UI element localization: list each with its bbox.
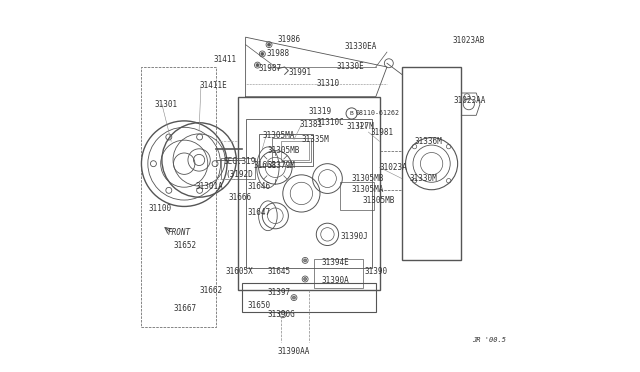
Text: 31023AA: 31023AA — [454, 96, 486, 105]
Text: 31330E: 31330E — [337, 62, 365, 71]
Bar — [271, 138, 310, 162]
Text: 31988: 31988 — [266, 49, 289, 58]
Text: 31666: 31666 — [229, 193, 252, 202]
Bar — [259, 134, 312, 166]
Text: 31305MB: 31305MB — [268, 146, 300, 155]
Text: 31305MA: 31305MA — [351, 185, 384, 194]
Text: 31310: 31310 — [316, 79, 339, 88]
Text: 31023A: 31023A — [380, 163, 407, 172]
Bar — [238, 97, 380, 290]
Text: 31646: 31646 — [248, 182, 271, 190]
Circle shape — [303, 278, 307, 280]
Bar — [340, 182, 374, 210]
Bar — [281, 141, 309, 160]
Text: 31647: 31647 — [248, 208, 271, 217]
Text: 31305MA: 31305MA — [262, 131, 294, 140]
Circle shape — [256, 64, 259, 67]
Text: 31381: 31381 — [300, 120, 323, 129]
Circle shape — [268, 43, 271, 46]
Bar — [242, 283, 376, 312]
Text: 31390A: 31390A — [322, 276, 349, 285]
Text: 31390: 31390 — [365, 267, 388, 276]
Text: B: B — [349, 111, 353, 116]
Text: (1): (1) — [355, 121, 368, 128]
Text: 31662: 31662 — [199, 286, 222, 295]
Bar — [314, 259, 363, 288]
Bar — [221, 158, 255, 179]
Text: 31667: 31667 — [173, 304, 196, 313]
Text: 31023AB: 31023AB — [452, 36, 484, 45]
Circle shape — [292, 296, 296, 299]
Text: 31310C: 31310C — [316, 118, 344, 127]
Bar — [402, 67, 461, 260]
Text: SEC.319: SEC.319 — [223, 157, 255, 166]
Text: 31397: 31397 — [268, 288, 291, 296]
Text: JR '00.5: JR '00.5 — [472, 337, 506, 343]
Text: 31991: 31991 — [289, 68, 312, 77]
Text: 31390G: 31390G — [268, 310, 296, 319]
Text: 31301: 31301 — [154, 100, 177, 109]
Text: (3192D: (3192D — [225, 170, 253, 179]
Text: 08110-61262: 08110-61262 — [355, 110, 399, 116]
Text: 31336M: 31336M — [415, 137, 443, 146]
Bar — [246, 119, 372, 268]
Text: 31981: 31981 — [370, 128, 394, 137]
Text: 31330M: 31330M — [410, 174, 437, 183]
Text: 31330EA: 31330EA — [344, 42, 376, 51]
Circle shape — [261, 52, 264, 55]
Text: 31100: 31100 — [148, 204, 172, 213]
Text: 31645: 31645 — [268, 267, 291, 276]
Text: 31319: 31319 — [308, 107, 332, 116]
Text: 31327M: 31327M — [346, 122, 374, 131]
Text: 31668: 31668 — [254, 161, 277, 170]
Text: FRONT: FRONT — [168, 228, 191, 237]
Text: 31986: 31986 — [277, 35, 300, 44]
Text: 31335M: 31335M — [301, 135, 329, 144]
Text: 31394E: 31394E — [322, 258, 349, 267]
Text: 31390J: 31390J — [340, 232, 368, 241]
Text: 31652: 31652 — [173, 241, 196, 250]
Text: 31411: 31411 — [214, 55, 237, 64]
Text: 31605X: 31605X — [225, 267, 253, 276]
Text: 31301A: 31301A — [195, 182, 223, 190]
Text: 31650: 31650 — [248, 301, 271, 310]
Circle shape — [303, 259, 307, 262]
Text: 31987: 31987 — [259, 64, 282, 73]
Text: 31305MB: 31305MB — [363, 196, 395, 205]
Text: 31411E: 31411E — [199, 81, 227, 90]
Text: 31379M: 31379M — [268, 161, 296, 170]
Text: 31390AA: 31390AA — [277, 347, 310, 356]
Text: 31305MB: 31305MB — [351, 174, 384, 183]
